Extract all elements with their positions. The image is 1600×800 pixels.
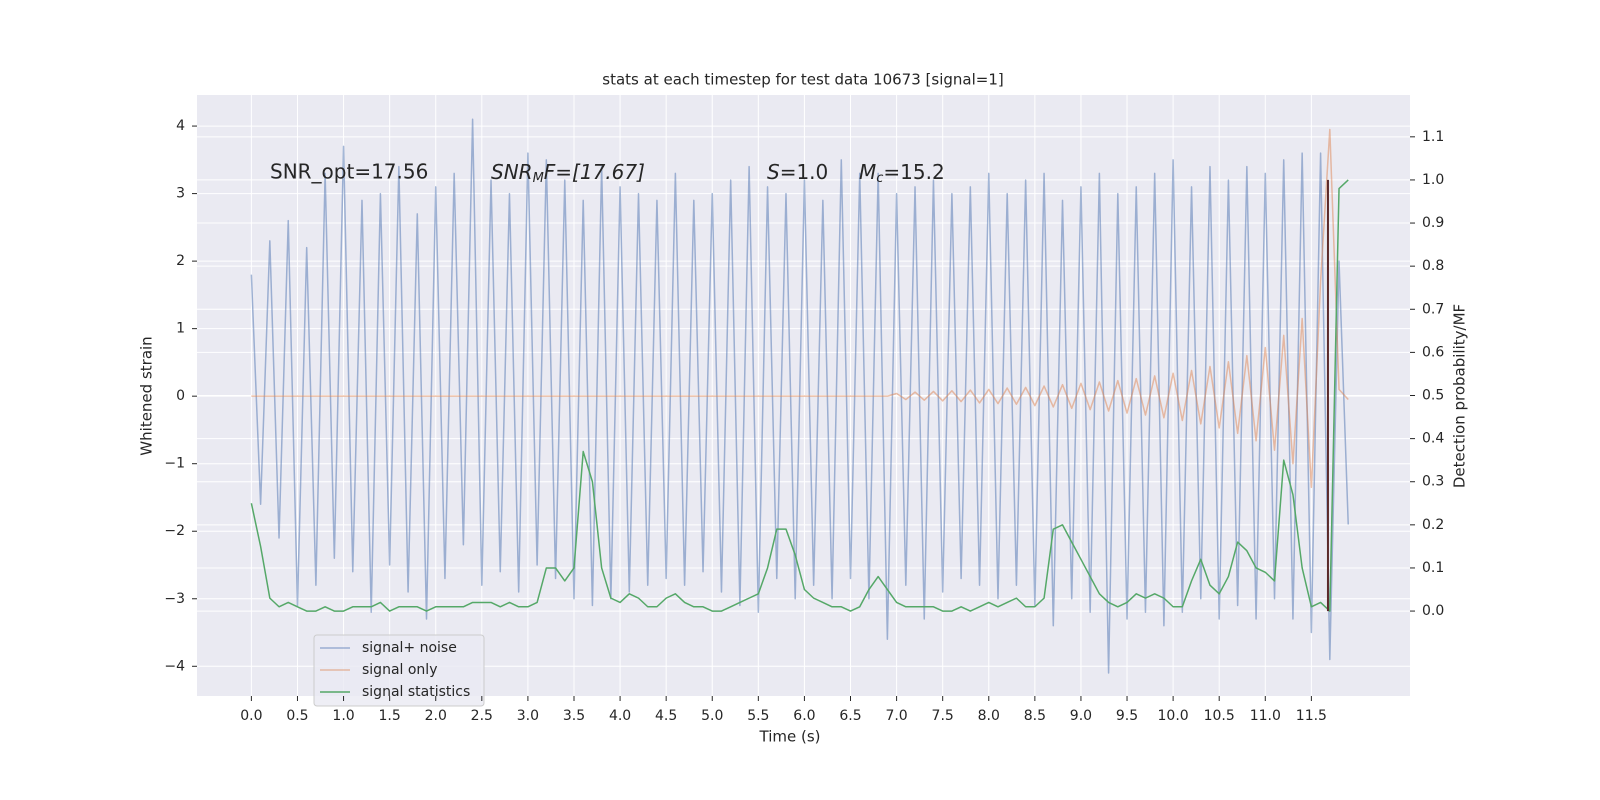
x-tick-label: 0.0: [240, 708, 262, 724]
x-tick-label: 10.5: [1204, 708, 1235, 724]
y2-tick-label: 0.0: [1422, 603, 1444, 619]
y-tick-label: 1: [176, 321, 185, 337]
annotation-part: F=[17.67]: [544, 160, 645, 184]
y-tick-label: −2: [164, 523, 185, 539]
y-tick-label: 4: [176, 118, 185, 134]
x-tick-label: 3.5: [563, 708, 585, 724]
y2-tick-label: 0.2: [1422, 517, 1444, 533]
chart-title: stats at each timestep for test data 106…: [602, 71, 1003, 89]
annotation: S=1.0: [767, 160, 828, 184]
series-line: [251, 128, 1349, 489]
x-tick-label: 10.0: [1158, 708, 1189, 724]
x-tick-label: 6.0: [793, 708, 815, 724]
y2-tick-label: 1.0: [1422, 172, 1444, 188]
annotation: SNRMF=[17.67]: [491, 160, 645, 186]
legend-label: signal+ noise: [362, 640, 457, 656]
x-tick-label: 11.0: [1250, 708, 1281, 724]
x-tick-label: 5.5: [747, 708, 769, 724]
annotation-part: c: [876, 171, 883, 186]
y2-tick-label: 0.6: [1422, 344, 1444, 360]
x-tick-label: 5.0: [701, 708, 723, 724]
annotation-part: M: [859, 160, 876, 184]
y-tick-label: 3: [176, 186, 185, 202]
x-tick-label: 7.5: [932, 708, 954, 724]
annotation-part: =1.0: [780, 160, 829, 184]
legend-box: [313, 634, 485, 707]
x-tick-label: 4.0: [609, 708, 631, 724]
x-tick-label: 8.5: [1024, 708, 1046, 724]
x-tick-label: 2.5: [471, 708, 493, 724]
x-tick-label: 0.5: [286, 708, 308, 724]
y-tick-label: 2: [176, 253, 185, 269]
x-tick-label: 11.5: [1296, 708, 1327, 724]
series-line: [250, 179, 1349, 612]
y2-tick-label: 0.9: [1422, 215, 1444, 231]
annotation-part: S: [767, 160, 780, 184]
legend-label: signal statistics: [362, 684, 470, 700]
y-tick-label: −4: [164, 658, 185, 674]
x-tick-label: 6.5: [839, 708, 861, 724]
annotation-part: =15.2: [883, 160, 944, 184]
y2-tick-label: 0.1: [1422, 560, 1444, 576]
x-tick-label: 7.0: [885, 708, 907, 724]
y2-tick-label: 1.1: [1422, 129, 1444, 145]
annotation-part: SNR: [491, 160, 533, 184]
y2-tick-label: 0.3: [1422, 474, 1444, 490]
y-tick-label: −1: [164, 456, 185, 472]
x-tick-label: 3.0: [517, 708, 539, 724]
series-line: [250, 118, 1349, 674]
y2-tick-label: 0.8: [1422, 258, 1444, 274]
x-tick-label: 2.0: [425, 708, 447, 724]
y-tick-label: 0: [176, 388, 185, 404]
annotation: SNR_opt=17.56: [270, 160, 428, 184]
y2-tick-label: 0.5: [1422, 388, 1444, 404]
y-tick-label: −3: [164, 591, 185, 607]
x-axis-label: Time (s): [759, 728, 821, 746]
y2-axis-label: Detection probability/MF: [1451, 304, 1469, 488]
x-tick-label: 9.0: [1070, 708, 1092, 724]
x-tick-label: 4.5: [655, 708, 677, 724]
x-tick-label: 9.5: [1116, 708, 1138, 724]
x-tick-label: 1.5: [379, 708, 401, 724]
x-tick-label: 1.0: [332, 708, 354, 724]
y-axis-label: Whitened strain: [138, 336, 156, 455]
annotation: Mc=15.2: [859, 160, 945, 186]
y2-tick-label: 0.4: [1422, 431, 1444, 447]
y2-tick-label: 0.7: [1422, 301, 1444, 317]
annotation-part: M: [533, 171, 544, 186]
x-tick-label: 8.0: [978, 708, 1000, 724]
legend-label: signal only: [362, 662, 437, 678]
